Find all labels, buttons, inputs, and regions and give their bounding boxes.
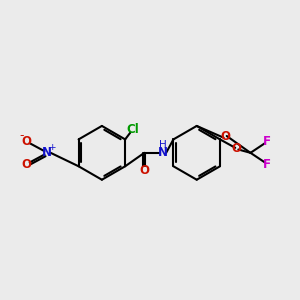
Text: -: - (20, 129, 24, 142)
Text: N: N (42, 146, 52, 159)
Text: H: H (159, 140, 167, 150)
Text: +: + (48, 143, 56, 152)
Text: Cl: Cl (127, 123, 140, 136)
Text: O: O (232, 142, 242, 155)
Text: O: O (21, 158, 31, 171)
Text: O: O (139, 164, 149, 177)
Text: N: N (158, 146, 168, 159)
Text: F: F (263, 158, 271, 171)
Text: O: O (21, 135, 31, 148)
Text: F: F (263, 135, 271, 148)
Text: O: O (220, 130, 230, 143)
